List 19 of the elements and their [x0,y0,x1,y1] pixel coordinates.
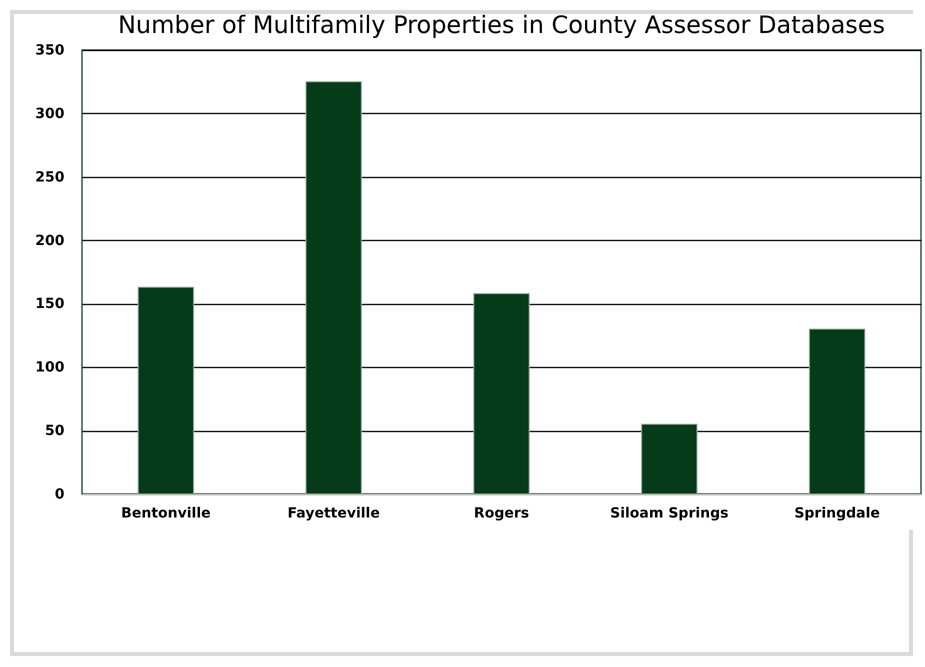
y-tick-label: 0 [54,486,65,502]
y-tick-label: 150 [35,296,65,312]
x-tick-label: Fayetteville [288,506,380,522]
y-tick-label: 250 [35,169,65,186]
y-tick-label: 100 [35,360,65,376]
bar [473,293,530,494]
x-tick-label: Siloam Springs [610,506,728,522]
x-tick-label: Springdale [794,506,880,522]
chart-title: Number of Multifamily Properties in County Assessor Databases [118,11,886,39]
bar [808,328,866,494]
x-tick-label: Bentonville [121,506,211,522]
y-tick-label: 200 [35,232,65,249]
y-tick-label: 350 [35,42,65,58]
y-tick-label: 50 [45,423,65,440]
x-tick-label: Rogers [474,506,530,522]
bar [306,81,362,494]
bar [641,424,698,494]
y-tick-label: 300 [35,106,65,122]
bar [138,286,194,494]
